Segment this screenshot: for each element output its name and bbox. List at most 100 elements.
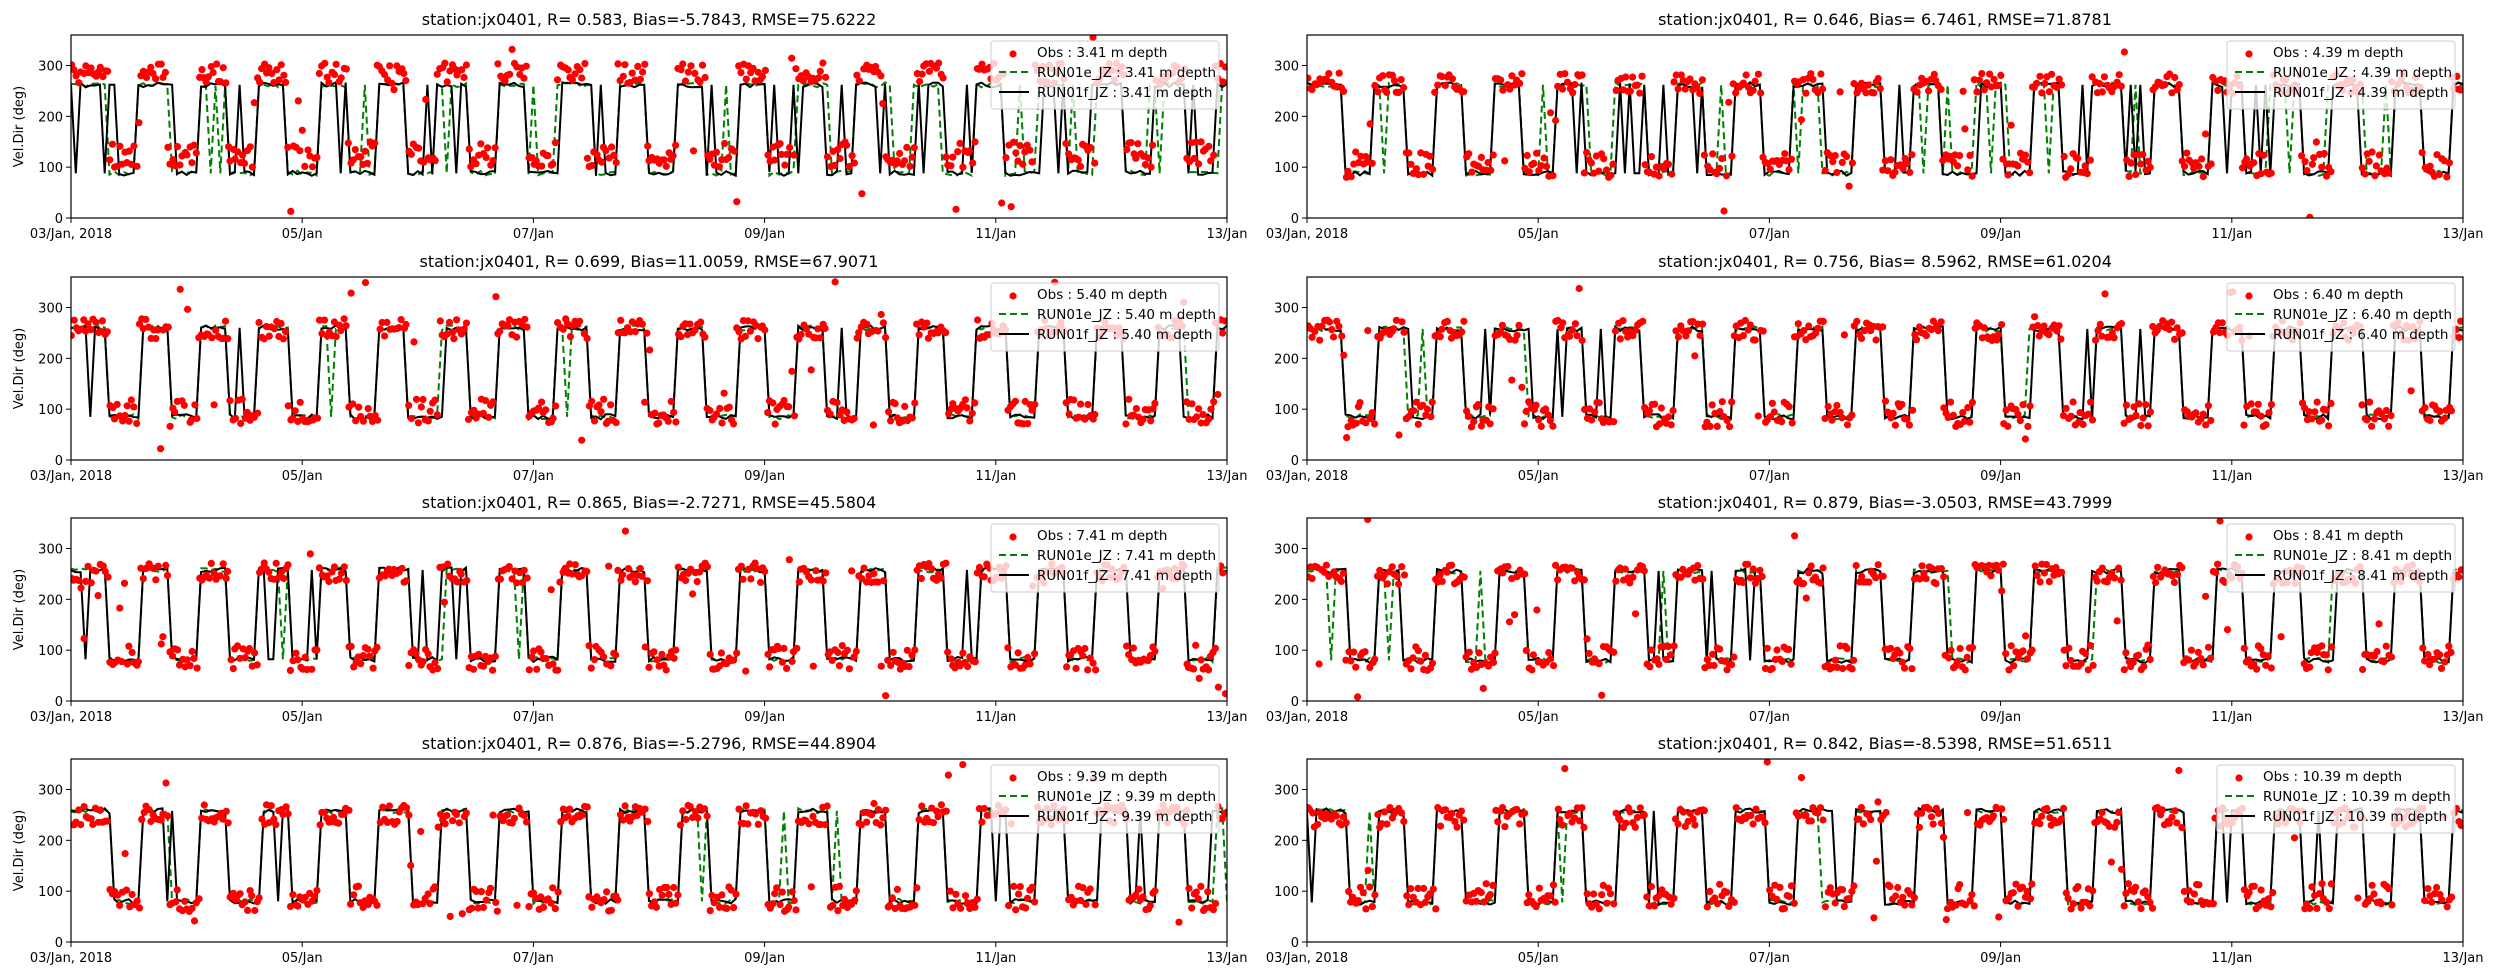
obs-point [1414,420,1422,428]
obs-point [2084,666,2092,674]
obs-point [1998,321,2006,329]
obs-point [315,316,324,324]
obs-point [1381,808,1389,816]
obs-point [210,401,218,409]
obs-point [472,160,480,168]
obs-point [937,574,945,582]
obs-point [1959,87,1967,95]
obs-point [2218,319,2226,327]
obs-point [944,648,952,656]
obs-point [1426,152,1434,160]
obs-point [761,66,770,74]
obs-point [833,399,841,407]
obs-point [776,140,784,148]
obs-point [1554,576,1562,584]
y-tick-label: 100 [38,644,63,659]
obs-point [152,335,160,343]
obs-point [838,642,846,650]
obs-point [1197,419,1205,427]
obs-point [1814,809,1822,817]
obs-point [549,160,557,168]
obs-point [286,902,295,911]
obs-point [908,153,916,161]
legend-obs-marker [2245,292,2253,300]
obs-point [1626,808,1634,816]
obs-point [792,65,800,73]
obs-point [1723,666,1731,674]
obs-point [1787,882,1795,890]
obs-point [924,334,933,342]
obs-point [347,289,355,297]
obs-point [2250,882,2258,890]
obs-point [1149,141,1157,149]
obs-point [2113,818,2121,827]
obs-point [92,567,100,575]
obs-point [255,318,263,327]
obs-point [1632,326,1640,334]
obs-point [1513,805,1521,814]
obs-point [453,578,461,586]
obs-point [788,367,796,375]
obs-point [275,76,283,84]
obs-point [795,578,804,586]
obs-point [2144,157,2152,166]
obs-point [2096,80,2104,88]
obs-point [1484,662,1493,670]
obs-point [1024,420,1032,428]
obs-point [1994,81,2002,89]
obs-point [2457,821,2463,829]
obs-point [1940,404,1948,412]
obs-point [1031,400,1039,408]
obs-point [2327,880,2335,888]
obs-point [1537,422,1545,430]
obs-point [1929,820,1937,828]
obs-point [1686,809,1694,818]
obs-point [732,890,740,898]
obs-point [1659,165,1668,173]
obs-point [1386,804,1394,812]
obs-point [658,650,666,659]
obs-point [2214,86,2222,94]
obs-point [1451,818,1459,826]
obs-point [1398,563,1406,571]
obs-point [287,207,295,215]
legend-label: RUN01f_JZ : 5.40 m depth [1037,327,1213,343]
obs-point [1031,898,1039,906]
obs-point [125,417,133,425]
obs-point [706,406,714,415]
obs-point [1716,880,1724,888]
obs-point [1081,415,1089,423]
obs-point [244,906,252,915]
obs-point [2062,889,2070,897]
obs-point [2023,655,2031,663]
obs-point [1838,158,1846,166]
obs-point [2426,162,2434,170]
obs-point [355,403,363,411]
obs-point [2431,655,2439,663]
obs-point [280,574,288,583]
obs-point [1438,577,1446,586]
obs-point [1352,663,1360,671]
obs-point [1561,765,1569,773]
obs-point [437,810,445,818]
obs-point [75,576,83,585]
obs-point [426,900,434,908]
obs-point [458,66,466,74]
subplot-7_41m: station:jx0401, R= 0.865, Bias=-2.7271, … [12,493,1247,725]
obs-point [638,572,646,580]
obs-point [369,664,377,672]
obs-point [1887,156,1895,164]
obs-point [2045,331,2053,339]
obs-point [347,900,355,908]
obs-point [448,328,457,336]
obs-point [974,316,982,324]
x-tick-label: 03/Jan, 2018 [30,710,112,725]
obs-point [1070,396,1078,404]
obs-point [321,808,329,816]
obs-point [911,399,919,407]
obs-point [1332,812,1340,820]
obs-point [2257,645,2265,653]
obs-point [1995,331,2003,339]
obs-point [2308,160,2316,168]
